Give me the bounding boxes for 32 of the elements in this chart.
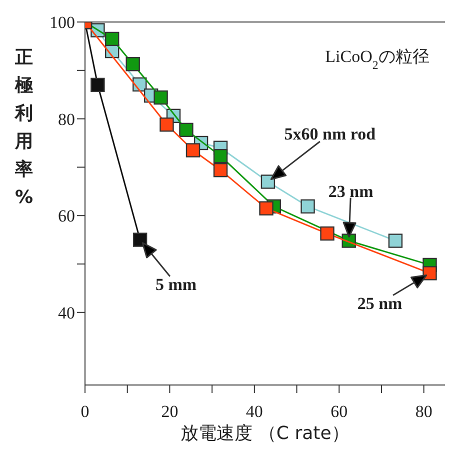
legend-title: LiCoO$_{2}$の粒径 (325, 47, 430, 72)
annotation: 23 nm (328, 182, 374, 201)
annotation: 5x60 nm rod (284, 124, 376, 144)
y-tick-label: 100 (50, 13, 75, 32)
x-tick-label: 60 (330, 402, 348, 422)
x-tick-label: 0 (80, 402, 90, 422)
point (105, 32, 120, 46)
point (320, 226, 334, 241)
point (213, 163, 228, 178)
x-tick-label: 40 (246, 402, 263, 422)
point (132, 232, 148, 247)
y-tick-label: 80 (58, 110, 75, 129)
annotation: 5 mm (156, 274, 197, 294)
point (422, 266, 437, 280)
x-tick-label: 80 (415, 402, 432, 422)
point (160, 118, 174, 132)
point (186, 143, 200, 158)
point (126, 57, 140, 72)
point (213, 148, 228, 164)
y-axis-title: 正極利用率 % (14, 46, 34, 210)
point (259, 201, 274, 216)
point (260, 174, 276, 189)
x-axis-title: 放電速度 （C rate） (180, 422, 350, 445)
annotation: 25 nm (357, 294, 402, 314)
x-tick-label: 20 (161, 402, 178, 422)
y-tick-label: 40 (58, 303, 75, 322)
y-tick-label: 60 (58, 206, 75, 226)
point (154, 90, 168, 105)
point (179, 122, 194, 138)
point (388, 234, 403, 248)
point (90, 78, 105, 92)
point (300, 199, 315, 214)
